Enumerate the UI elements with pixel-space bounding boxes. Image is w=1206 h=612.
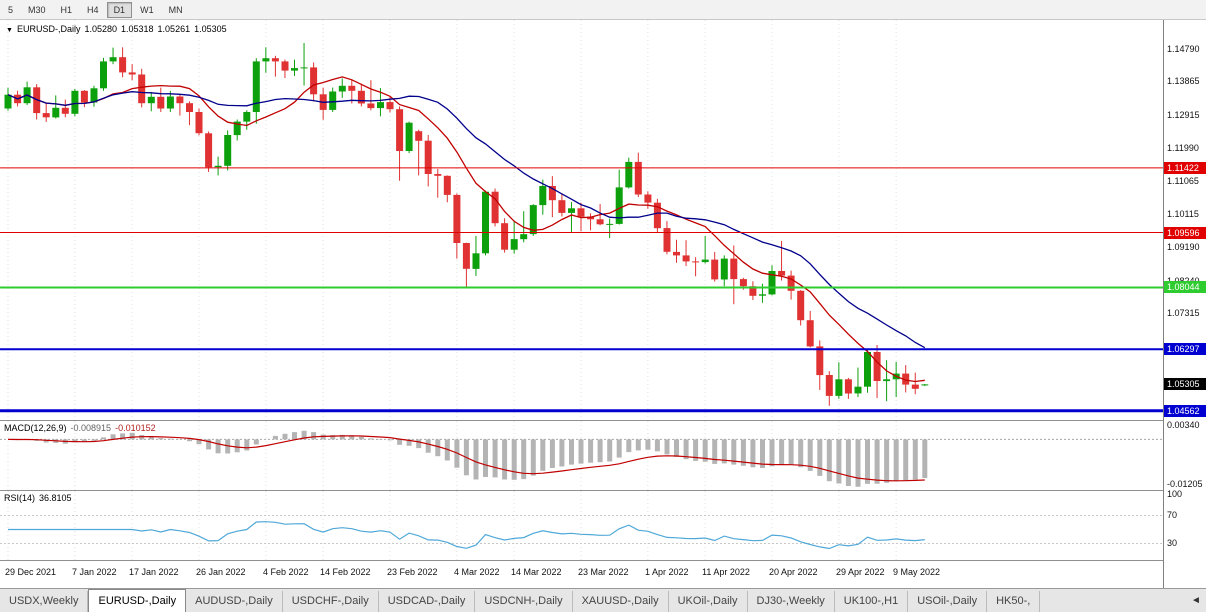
rsi-axis-label: 70 <box>1167 510 1178 520</box>
rsi-axis-label: 100 <box>1167 489 1183 499</box>
price-axis: 1.14790 1.13865 1.12915 1.11990 1.11065 1.101… <box>1163 20 1206 588</box>
timeframe-button-d1[interactable]: D1 <box>106 1 133 18</box>
macd-indicator-chart <box>0 421 1163 490</box>
timeframe-button-m30[interactable]: M30 <box>28 4 46 15</box>
price-line-badge: 1.04562 <box>1164 405 1206 417</box>
price-line-badge: 1.11422 <box>1164 162 1206 174</box>
macd-axis-label: 0.00340 <box>1167 420 1200 430</box>
main-chart-pane[interactable]: ▼ EURUSD-,Daily 1.05280 1.05318 1.05261 1.053… <box>0 20 1163 420</box>
timeframe-button-mn[interactable]: MN <box>168 4 183 15</box>
current-price-badge: 1.05305 <box>1164 378 1206 390</box>
date-label: 7 Jan 2022 <box>72 567 117 577</box>
tab-usdcad-daily[interactable]: USDCAD-,Daily <box>378 591 476 612</box>
tab-usdcnh-daily[interactable]: USDCNH-,Daily <box>475 591 573 612</box>
tab-audusd-daily[interactable]: AUDUSD-,Daily <box>186 591 283 612</box>
rsi-indicator-pane[interactable]: RSI(14) 36.8105 <box>0 490 1163 560</box>
timeframe-button-5[interactable]: 5 <box>8 4 14 15</box>
rsi-axis-label: 30 <box>1167 538 1178 548</box>
price-line-badge: 1.09596 <box>1164 227 1206 239</box>
chart-open-value: 1.05280 <box>84 24 117 34</box>
rsi-header: RSI(14) 36.8105 <box>4 493 76 503</box>
chart-header: ▼ EURUSD-,Daily 1.05280 1.05318 1.05261 1.053… <box>6 24 231 34</box>
tabs-scroll-left-icon[interactable]: ◄ <box>1191 595 1201 606</box>
date-label: 29 Apr 2022 <box>836 567 885 577</box>
tab-ukoil-daily[interactable]: UKOil-,Daily <box>668 591 748 612</box>
timeframe-button-w1[interactable]: W1 <box>140 4 154 15</box>
price-axis-label: 1.14790 <box>1167 44 1200 54</box>
macd-label: MACD(12,26,9) <box>4 423 67 433</box>
price-axis-label: 1.07315 <box>1167 308 1200 318</box>
tab-usdx-weekly[interactable]: USDX,Weekly <box>0 591 89 612</box>
tab-eurusd-daily[interactable]: EURUSD-,Daily <box>88 589 187 612</box>
candlestick-chart <box>0 20 1163 420</box>
price-axis-label: 1.13865 <box>1167 76 1200 86</box>
timeframe-button-h1[interactable]: H1 <box>60 4 73 15</box>
price-axis-label: 1.10115 <box>1167 209 1199 219</box>
price-line-badge: 1.06297 <box>1164 343 1206 355</box>
date-label: 26 Jan 2022 <box>196 567 246 577</box>
tab-hk50[interactable]: HK50-, <box>987 591 1041 612</box>
timeframe-button-h4[interactable]: H4 <box>87 4 99 15</box>
tab-uk100-h1[interactable]: UK100-,H1 <box>834 591 909 612</box>
date-label: 14 Mar 2022 <box>511 567 562 577</box>
macd-indicator-pane[interactable]: MACD(12,26,9) -0.008915 -0.010152 <box>0 420 1163 490</box>
timeframe-toolbar: 5 M30 H1 H4 D1 W1 MN <box>0 0 1206 20</box>
macd-axis-label: -0.01205 <box>1167 479 1203 489</box>
price-axis-label: 1.12915 <box>1167 110 1200 120</box>
chart-close-value: 1.05305 <box>194 24 227 34</box>
price-axis-label: 1.09190 <box>1167 242 1200 252</box>
date-label: 23 Feb 2022 <box>387 567 438 577</box>
date-label: 23 Mar 2022 <box>578 567 629 577</box>
price-axis-label: 1.11065 <box>1167 176 1199 186</box>
tab-xauusd-daily[interactable]: XAUUSD-,Daily <box>572 591 669 612</box>
rsi-indicator-chart <box>0 491 1163 560</box>
chart-dropdown-icon[interactable]: ▼ <box>6 27 13 34</box>
tab-usoil-daily[interactable]: USOil-,Daily <box>908 591 988 612</box>
chart-tabs-bar: USDX,Weekly EURUSD-,Daily AUDUSD-,Daily USD… <box>0 588 1206 612</box>
chart-high-value: 1.05318 <box>121 24 154 34</box>
time-axis: 29 Dec 2021 7 Jan 2022 17 Jan 2022 26 Jan 2… <box>0 560 1163 588</box>
chart-low-value: 1.05261 <box>157 24 191 34</box>
price-axis-label: 1.11990 <box>1167 143 1199 153</box>
chart-symbol-label: EURUSD-,Daily <box>16 24 81 34</box>
tab-dj30-weekly[interactable]: DJ30-,Weekly <box>747 591 835 612</box>
date-label: 11 Apr 2022 <box>702 567 750 577</box>
tab-usdchf-daily[interactable]: USDCHF-,Daily <box>282 591 379 612</box>
macd-main-value: -0.008915 <box>70 423 112 433</box>
price-line-badge: 1.08044 <box>1164 281 1206 293</box>
date-label: 4 Mar 2022 <box>454 567 500 577</box>
date-label: 29 Dec 2021 <box>5 567 57 577</box>
date-label: 17 Jan 2022 <box>129 567 179 577</box>
rsi-label: RSI(14) <box>4 493 36 503</box>
date-label: 14 Feb 2022 <box>320 567 371 577</box>
date-label: 20 Apr 2022 <box>769 567 818 577</box>
date-label: 1 Apr 2022 <box>645 567 689 577</box>
date-label: 4 Feb 2022 <box>263 567 309 577</box>
date-label: 9 May 2022 <box>893 567 941 577</box>
macd-header: MACD(12,26,9) -0.008915 -0.010152 <box>4 423 160 433</box>
macd-signal-value: -0.010152 <box>115 423 156 433</box>
rsi-value: 36.8105 <box>39 493 72 503</box>
